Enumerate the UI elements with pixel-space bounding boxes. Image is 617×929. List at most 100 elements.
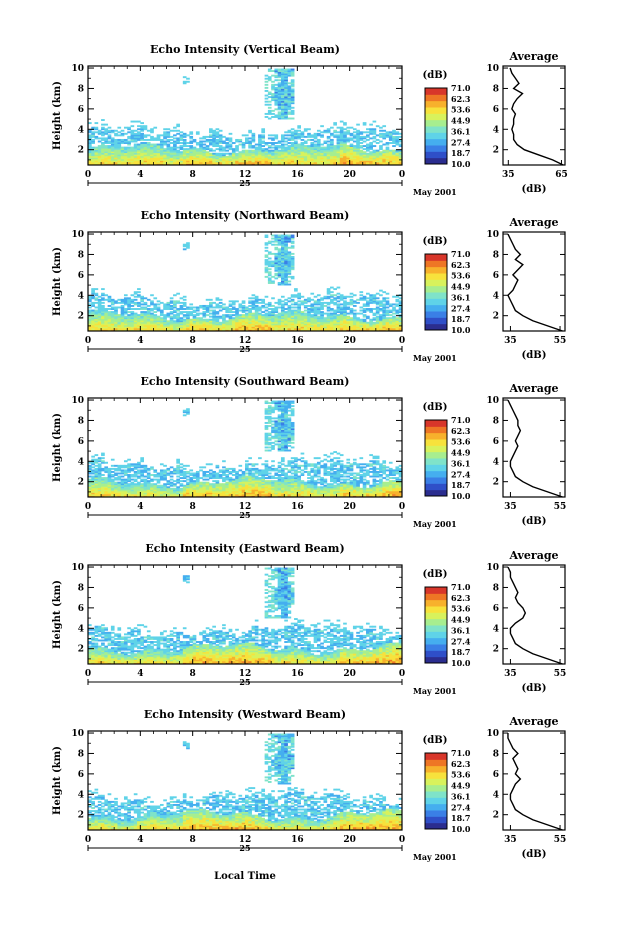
heatmap-cell [143,483,148,486]
heatmap-cell [277,282,282,284]
heatmap-cell [130,486,135,489]
heatmap-cell [192,149,197,152]
heatmap-cell [215,317,220,320]
heatmap-cell [218,492,223,495]
heatmap-cell [326,158,331,161]
heatmap-cell [392,157,396,160]
heatmap-cell [271,112,275,115]
heatmap-cell [287,320,292,323]
heatmap-cell [94,472,99,475]
heatmap-cell [382,300,387,303]
heatmap-cell [218,135,223,138]
heatmap-cell [91,318,95,321]
heatmap-cell [362,318,367,321]
heatmap-cell [163,304,167,307]
heatmap-cell [169,320,174,323]
heatmap-cell [117,490,122,493]
heatmap-cell [336,154,341,157]
heatmap-cell [153,308,158,310]
heatmap-cell [284,239,288,242]
heatmap-cell [323,154,328,157]
heatmap-cell [186,323,190,326]
heatmap-cell [264,318,269,321]
heatmap-cell [313,152,318,155]
heatmap-cell [101,154,105,157]
heatmap-cell [369,294,373,297]
heatmap-cell [140,143,144,146]
heatmap-cell [261,129,266,132]
heatmap-cell [189,492,194,495]
heatmap-cell [290,317,295,320]
heatmap-cell [235,138,239,141]
heatmap-cell [182,314,187,317]
heatmap-cell [173,303,177,306]
heatmap-cell [218,146,223,149]
heatmap-cell [280,103,285,106]
heatmap-cell [362,321,367,324]
heatmap-cell [182,321,187,324]
heatmap-cell [159,152,164,155]
heatmap-cell [339,308,344,310]
heatmap-cell [362,308,367,310]
heatmap-cell [146,315,151,318]
heatmap-cell [130,327,135,330]
y-tick-label: 6 [78,105,84,115]
heatmap-cell [195,157,200,160]
heatmap-cell [274,265,279,268]
heatmap-cell [212,131,216,134]
heatmap-cell [143,125,148,128]
heatmap-cell [316,298,321,301]
heatmap-cell [316,142,321,144]
heatmap-cell [258,149,262,152]
heatmap-cell [352,321,357,324]
heatmap-cell [395,131,400,134]
heatmap-cell [146,326,151,329]
heatmap-cell [267,252,272,255]
heatmap-cell [274,317,279,320]
heatmap-cell [362,152,367,155]
heatmap-cell [120,158,125,161]
heatmap-cell [137,303,141,306]
heatmap-cell [336,321,341,324]
heatmap-cell [91,297,95,300]
heatmap-cell [159,140,164,143]
heatmap-cell [182,474,187,476]
heatmap-cell [284,255,288,258]
heatmap-cell [290,145,295,148]
heatmap-cell [186,411,190,414]
heatmap-cell [222,314,226,317]
heatmap-cell [303,140,308,143]
heatmap-cell [146,480,151,483]
heatmap-cell [182,135,187,138]
heatmap-cell [127,464,131,467]
heatmap-cell [156,475,161,478]
heatmap-cell [316,132,321,135]
heatmap-cell [385,321,390,324]
heatmap-cell [199,318,203,321]
heatmap-cell [169,152,174,155]
heatmap-cell [271,161,275,164]
heatmap-cell [133,315,138,318]
heatmap-cell [123,321,128,324]
heatmap-cell [277,263,282,266]
heatmap-cell [101,158,105,161]
heatmap-cell [284,260,288,263]
heatmap-cell [133,467,138,470]
heatmap-cell [238,481,243,484]
heatmap-cell [120,148,125,151]
heatmap-cell [235,149,239,152]
heatmap-cell [228,309,233,312]
heatmap-cell [326,140,331,143]
heatmap-cell [379,321,383,324]
heatmap-cell [231,320,236,323]
heatmap-cell [88,461,92,464]
heatmap-cell [130,129,135,132]
heatmap-cell [228,483,233,486]
heatmap-cell [156,146,161,149]
heatmap-cell [300,324,305,327]
heatmap-cell [97,469,102,472]
heatmap-cell [228,161,233,164]
heatmap-cell [123,148,128,151]
panel-title: Echo Intensity (Vertical Beam) [150,43,340,56]
heatmap-cell [140,484,144,487]
